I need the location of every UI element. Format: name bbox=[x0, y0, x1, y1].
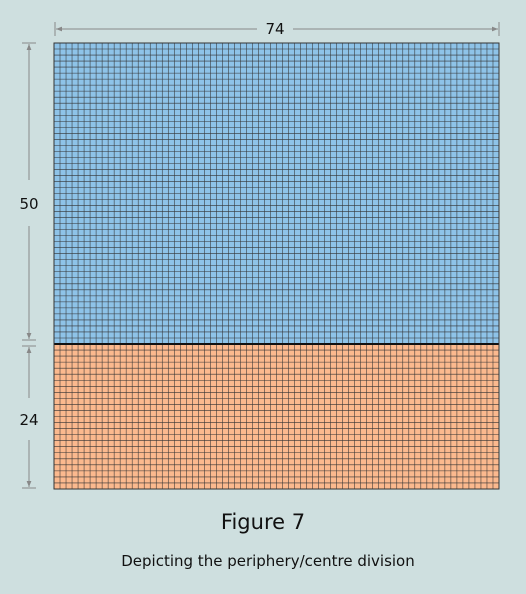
lower-label: 24 bbox=[19, 411, 38, 429]
periphery-grid-lines bbox=[54, 344, 499, 489]
figure-caption: Depicting the periphery/centre division bbox=[121, 552, 415, 570]
figure-title: Figure 7 bbox=[220, 510, 306, 534]
width-label: 74 bbox=[265, 20, 284, 38]
grid bbox=[53, 42, 500, 490]
grid-border bbox=[53, 42, 500, 490]
upper-label: 50 bbox=[19, 195, 38, 213]
centre-grid-lines bbox=[54, 43, 499, 344]
